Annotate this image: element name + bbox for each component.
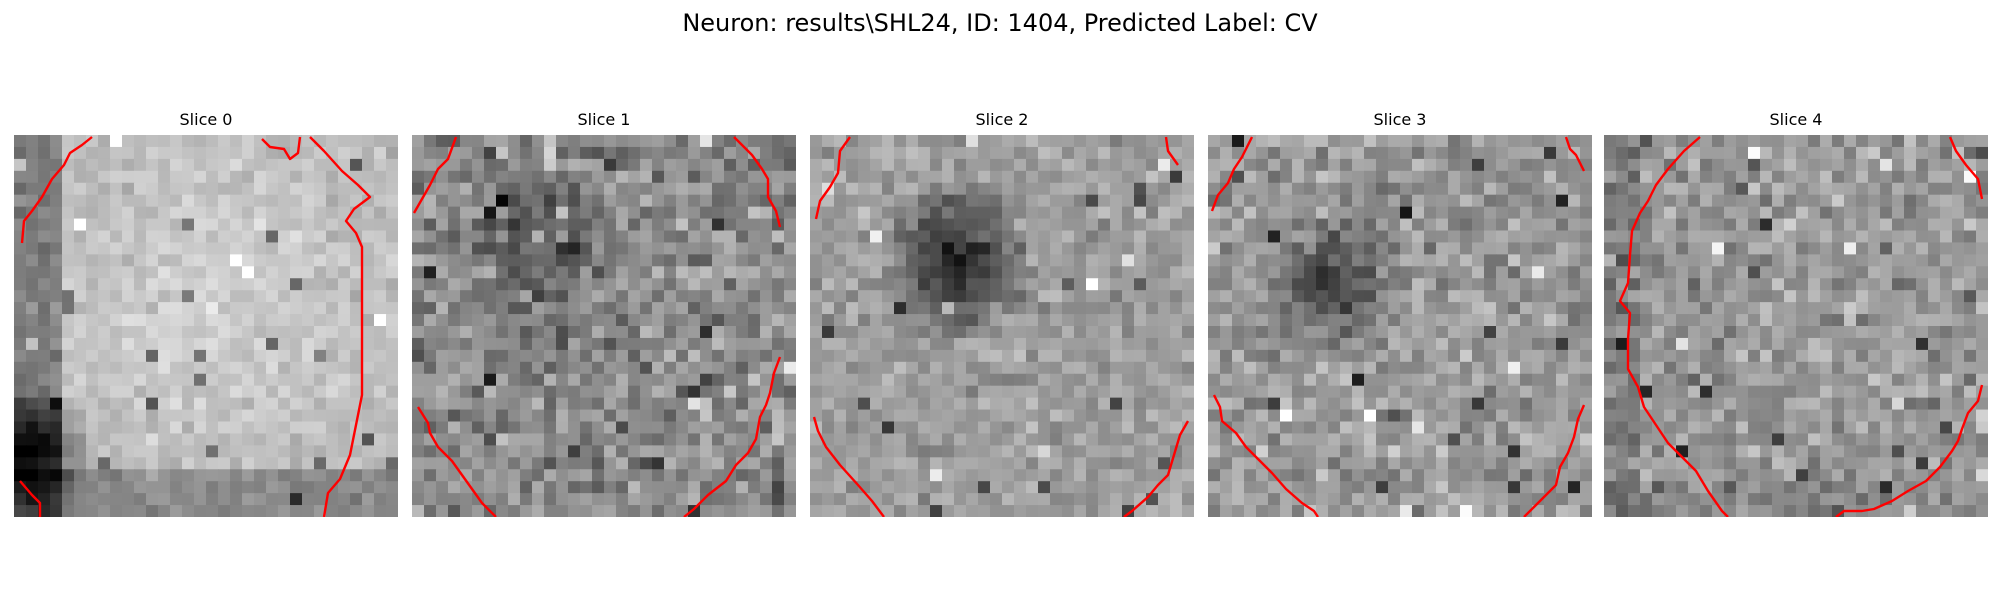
pixel-grid xyxy=(1208,135,1592,517)
slice-3-title: Slice 3 xyxy=(1373,110,1427,129)
slice-3-image xyxy=(1208,135,1592,517)
contour-line xyxy=(1618,136,1729,517)
contour-line xyxy=(683,356,782,517)
contour-line xyxy=(1564,136,1586,172)
slice-2-image xyxy=(810,135,1194,517)
contour-line xyxy=(812,416,885,517)
slice-0-image xyxy=(14,135,398,517)
slice-1-title: Slice 1 xyxy=(577,110,631,129)
contour-line xyxy=(1164,136,1179,166)
contour-line xyxy=(412,136,458,214)
slice-4-image xyxy=(1604,135,1988,517)
pixel-grid xyxy=(412,135,796,517)
pixel-grid xyxy=(810,135,1194,517)
figure-title: Neuron: results\SHL24, ID: 1404, Predict… xyxy=(682,9,1318,37)
slice-4-title: Slice 4 xyxy=(1769,110,1823,129)
pixel-grid xyxy=(1604,135,1988,517)
contour-line xyxy=(1835,384,1984,517)
slice-2-title: Slice 2 xyxy=(975,110,1029,129)
contour-line xyxy=(261,136,302,161)
contour-line xyxy=(19,480,42,517)
contour-line xyxy=(1210,136,1254,212)
contour-line xyxy=(1123,420,1190,517)
contour-line xyxy=(416,406,497,517)
contour-line xyxy=(1212,394,1319,517)
contour-line xyxy=(1948,136,1984,200)
slice-1-image xyxy=(412,135,796,517)
contour-line xyxy=(20,136,93,244)
contour-line xyxy=(1523,404,1586,517)
slice-0-title: Slice 0 xyxy=(179,110,233,129)
contour-line xyxy=(733,136,782,228)
pixel-grid xyxy=(14,135,398,517)
contour-line xyxy=(814,136,851,220)
contour-line xyxy=(309,136,372,517)
